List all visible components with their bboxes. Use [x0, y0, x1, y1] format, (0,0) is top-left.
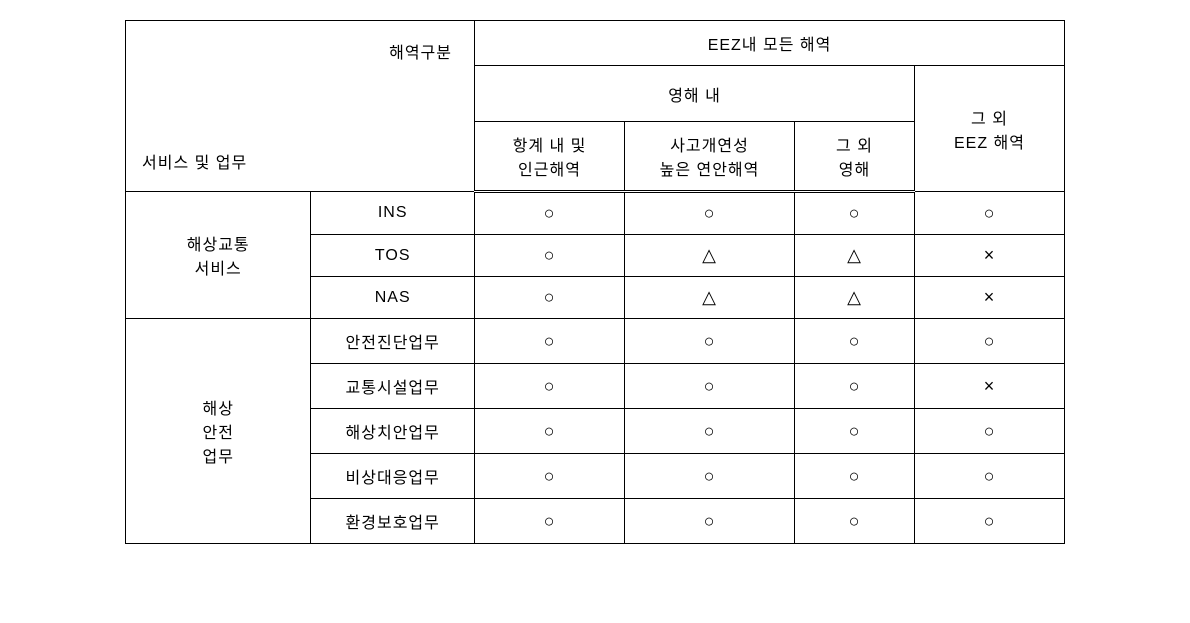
row-label: 환경보호업무: [311, 499, 475, 544]
table-cell: ○: [475, 235, 625, 277]
table-cell: △: [625, 235, 795, 277]
table-cell: ○: [625, 364, 795, 409]
table-cell: ○: [795, 192, 915, 235]
header-col1: 항계 내 및인근해역: [475, 122, 625, 192]
row-label: INS: [311, 192, 475, 235]
table-cell: ○: [625, 409, 795, 454]
table-cell: ○: [915, 319, 1065, 364]
row-label: TOS: [311, 235, 475, 277]
table-cell: ×: [915, 277, 1065, 319]
table-cell: ○: [625, 192, 795, 235]
table-cell: ○: [915, 454, 1065, 499]
table-cell: △: [795, 277, 915, 319]
table-cell: ○: [915, 192, 1065, 235]
table-cell: ○: [795, 454, 915, 499]
table-cell: ○: [475, 454, 625, 499]
table-cell: ×: [915, 364, 1065, 409]
header-col2: 사고개연성높은 연안해역: [625, 122, 795, 192]
table-cell: ○: [625, 454, 795, 499]
table-cell: ○: [915, 499, 1065, 544]
row-label: NAS: [311, 277, 475, 319]
table-cell: ○: [475, 277, 625, 319]
table-cell: △: [795, 235, 915, 277]
table-cell: ○: [795, 409, 915, 454]
group-label: 해상교통서비스: [126, 192, 311, 319]
table-cell: ×: [915, 235, 1065, 277]
table-cell: ○: [915, 409, 1065, 454]
table-cell: ○: [475, 409, 625, 454]
header-col4: 그 외EEZ 해역: [915, 66, 1065, 192]
table-cell: ○: [475, 192, 625, 235]
table-cell: ○: [625, 319, 795, 364]
row-label: 해상치안업무: [311, 409, 475, 454]
table-cell: △: [625, 277, 795, 319]
table-cell: ○: [795, 364, 915, 409]
row-label: 비상대응업무: [311, 454, 475, 499]
table-cell: ○: [795, 319, 915, 364]
table-cell: ○: [475, 499, 625, 544]
row-label: 안전진단업무: [311, 319, 475, 364]
table-cell: ○: [795, 499, 915, 544]
header-territorial: 영해 내: [475, 66, 915, 122]
header-area-label: 해역구분: [389, 39, 452, 63]
row-label: 교통시설업무: [311, 364, 475, 409]
header-col3: 그 외영해: [795, 122, 915, 192]
table-cell: ○: [625, 499, 795, 544]
header-service-label: 서비스 및 업무: [142, 149, 247, 173]
group-label: 해상안전업무: [126, 319, 311, 544]
table-cell: ○: [475, 319, 625, 364]
table-cell: ○: [475, 364, 625, 409]
service-area-table: 해역구분서비스 및 업무EEZ내 모든 해역영해 내그 외EEZ 해역항계 내 …: [125, 20, 1065, 544]
header-diagonal: 해역구분서비스 및 업무: [126, 21, 475, 192]
header-eez-all: EEZ내 모든 해역: [475, 21, 1065, 66]
